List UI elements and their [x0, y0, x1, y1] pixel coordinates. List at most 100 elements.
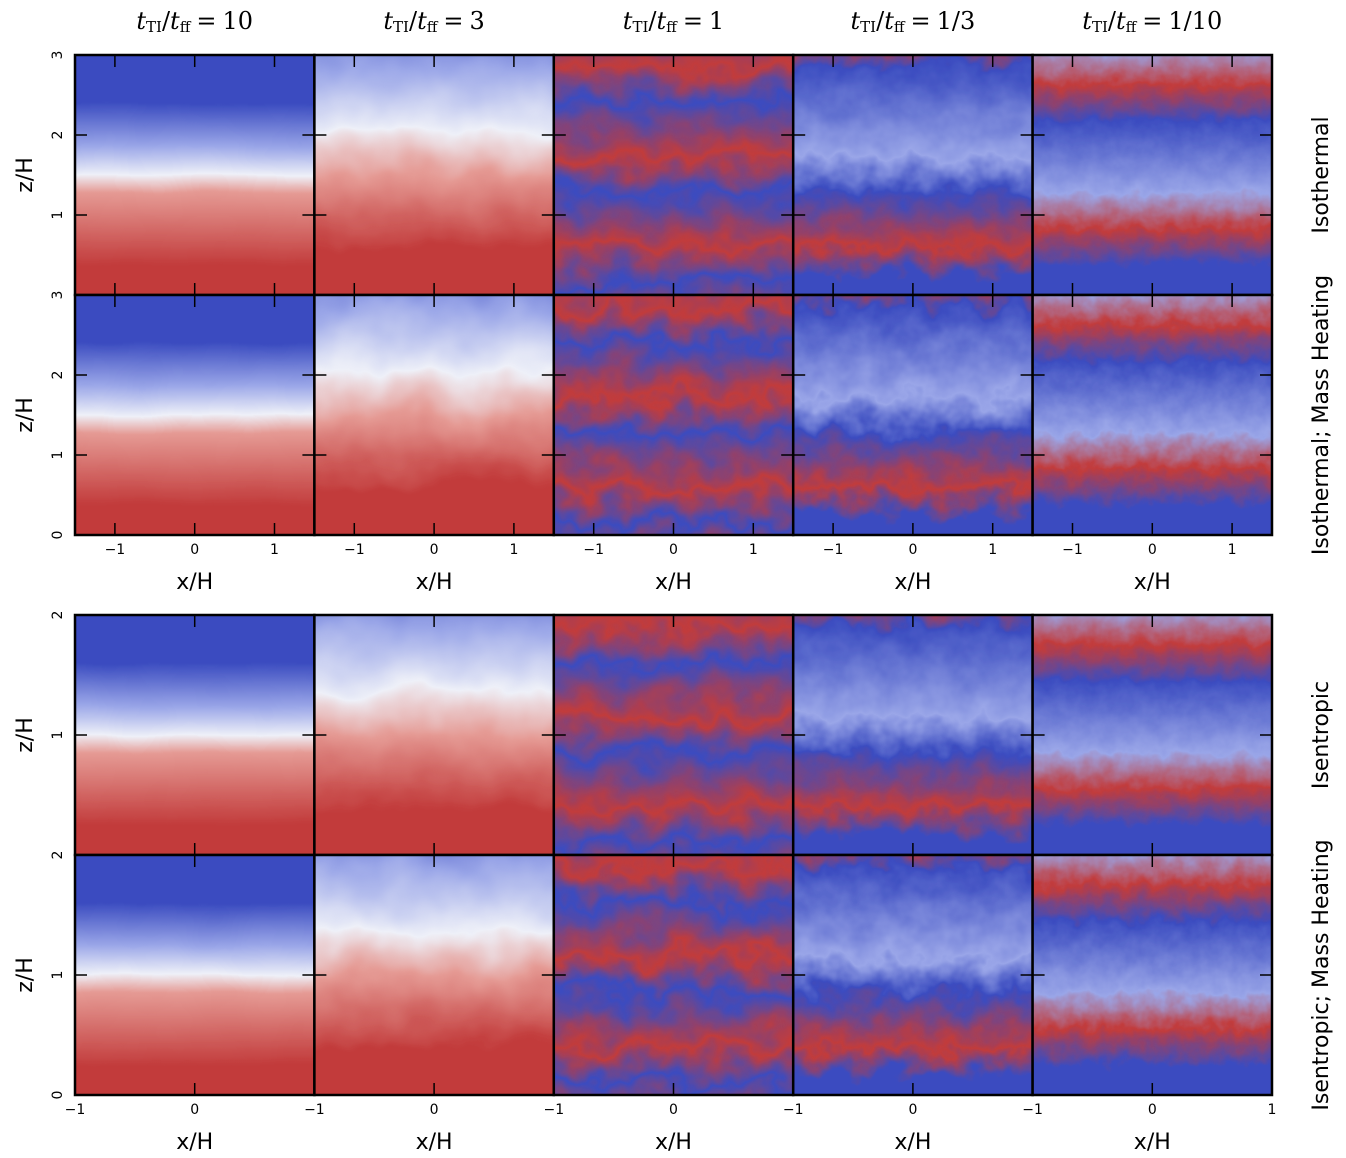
y-tick-label: 2: [50, 371, 66, 380]
y-tick-label: 3: [50, 291, 66, 300]
x-axis-label: x/H: [1134, 1130, 1171, 1155]
panel: [793, 55, 1033, 295]
panel-image: [1032, 295, 1272, 535]
title-value: 1/10: [1168, 7, 1222, 35]
panel: [75, 295, 315, 535]
x-axis-label: x/H: [176, 570, 213, 595]
x-tick-label: −1: [105, 542, 126, 558]
title-part: /: [876, 7, 885, 35]
panel-image: [1032, 615, 1272, 855]
x-tick-label: −1: [1062, 542, 1083, 558]
title-part: ff: [894, 18, 906, 36]
x-tick-label: 0: [190, 542, 199, 558]
title-part: t: [1116, 7, 1126, 35]
column-title: tTI/tff = 1/3: [851, 7, 976, 37]
x-axis-label: x/H: [894, 570, 931, 595]
row-label: Isothermal; Mass Heating: [1309, 275, 1334, 555]
x-tick-label: 0: [908, 542, 917, 558]
x-tick-label: 0: [430, 1102, 439, 1118]
title-part: t: [170, 7, 180, 35]
panel-image: [793, 615, 1033, 855]
x-tick-label: 0: [190, 1102, 199, 1118]
y-axis-label: z/H: [13, 717, 38, 753]
title-part: /: [1108, 7, 1117, 35]
y-tick-label: 1: [50, 211, 66, 220]
title-part: ff: [666, 18, 678, 36]
title-value: 3: [470, 7, 485, 35]
x-axis-label: x/H: [416, 1130, 453, 1155]
column-title: tTI/tff = 1: [623, 7, 724, 37]
panel-image: [1032, 855, 1272, 1095]
x-axis-label: x/H: [894, 1130, 931, 1155]
panel: [75, 615, 315, 855]
x-tick-label: −1: [783, 1102, 804, 1118]
x-tick-label: 1: [1228, 542, 1237, 558]
panel: [1032, 615, 1272, 855]
x-tick-label: −1: [304, 1102, 325, 1118]
y-tick-label: 1: [50, 451, 66, 460]
title-part: t: [884, 7, 894, 35]
row-label: Isentropic; Mass Heating: [1309, 839, 1334, 1110]
title-part: TI: [146, 18, 162, 36]
y-axis-label: z/H: [13, 397, 38, 433]
y-tick-label: 2: [50, 851, 66, 860]
title-part: t: [656, 7, 666, 35]
panel: [314, 615, 554, 855]
panel-image: [1032, 55, 1272, 295]
x-tick-label: −1: [583, 542, 604, 558]
x-tick-label: 0: [669, 542, 678, 558]
title-part: =: [911, 7, 931, 35]
title-part: /: [162, 7, 171, 35]
panel: [1032, 55, 1272, 295]
x-tick-label: −1: [344, 542, 365, 558]
panel-image: [314, 615, 554, 855]
title-part: =: [1142, 7, 1162, 35]
panel-image: [793, 295, 1033, 535]
row-label: Isentropic: [1309, 681, 1334, 789]
panel-image: [314, 295, 554, 535]
y-axis-label: z/H: [13, 957, 38, 993]
title-part: ff: [1126, 18, 1138, 36]
y-tick-label: 0: [50, 531, 66, 540]
panel: [314, 855, 554, 1095]
x-tick-label: −1: [543, 1102, 564, 1118]
x-axis-label: x/H: [416, 570, 453, 595]
title-part: TI: [1092, 18, 1108, 36]
x-tick-label: 1: [270, 542, 279, 558]
panel: [75, 55, 315, 295]
panel-image: [793, 855, 1033, 1095]
panel-image: [75, 855, 315, 1095]
column-title: tTI/tff = 1/10: [1082, 7, 1222, 37]
title-part: ff: [180, 18, 192, 36]
panel-image: [314, 55, 554, 295]
panel: [553, 615, 794, 855]
y-tick-label: 2: [50, 611, 66, 620]
title-part: t: [383, 7, 393, 35]
x-axis-label: x/H: [1134, 570, 1171, 595]
panel-image: [314, 855, 554, 1095]
x-tick-label: 0: [1148, 1102, 1157, 1118]
title-part: TI: [860, 18, 876, 36]
x-tick-label: 1: [988, 542, 997, 558]
panel: [1032, 295, 1272, 535]
panel-image: [75, 295, 315, 535]
y-tick-label: 2: [50, 131, 66, 140]
title-part: /: [409, 7, 418, 35]
y-tick-label: 3: [50, 51, 66, 60]
title-part: t: [1082, 7, 1092, 35]
panel: [553, 55, 794, 295]
x-tick-label: −1: [823, 542, 844, 558]
x-tick-label: 0: [1148, 542, 1157, 558]
panel: [75, 855, 315, 1095]
x-tick-label: 0: [669, 1102, 678, 1118]
x-tick-label: 0: [908, 1102, 917, 1118]
panel: [314, 55, 554, 295]
x-axis-label: x/H: [655, 570, 692, 595]
panel: [793, 615, 1033, 855]
panel-image: [75, 55, 315, 295]
x-tick-label: −1: [65, 1102, 86, 1118]
x-tick-label: −1: [1022, 1102, 1043, 1118]
y-tick-label: 0: [50, 1091, 66, 1100]
title-part: TI: [393, 18, 409, 36]
title-part: =: [683, 7, 703, 35]
